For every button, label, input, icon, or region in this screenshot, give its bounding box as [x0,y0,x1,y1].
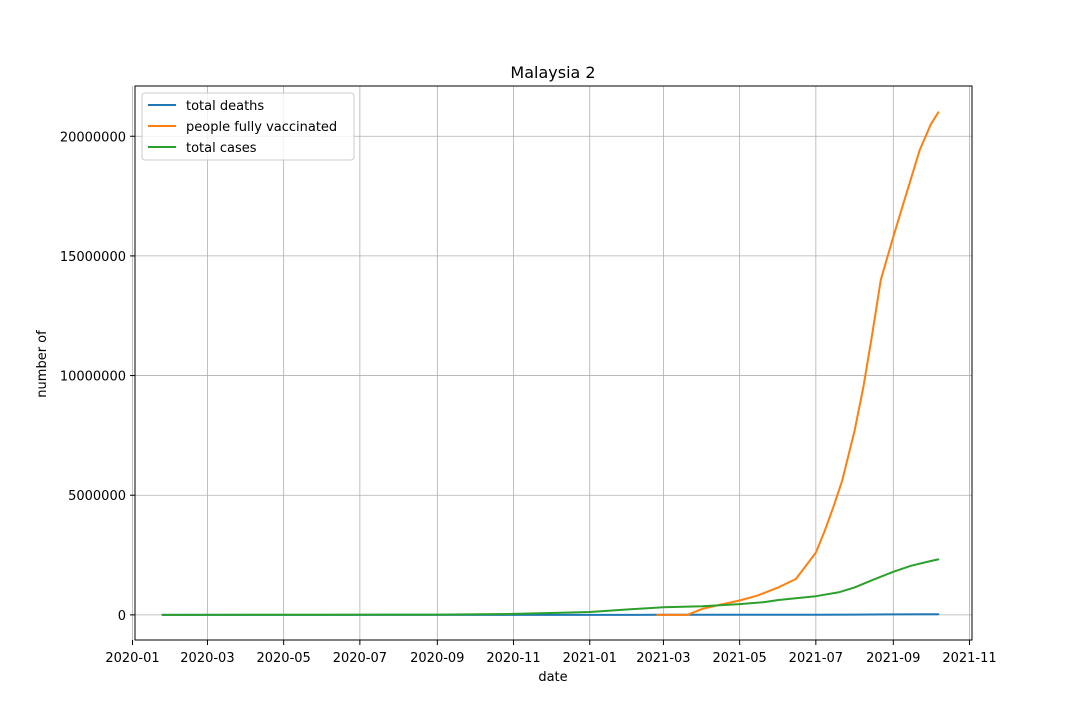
y-tick-label: 15000000 [60,250,126,265]
series-line-1 [656,111,940,616]
x-tick-label: 2021-07 [789,651,843,666]
x-tick-label: 2021-11 [942,651,996,666]
legend-box [141,92,355,161]
series-layer [161,111,940,616]
plot-frame [134,85,973,641]
chart-title: Malaysia 2 [510,63,595,82]
legend-label-0: total deaths [186,99,264,114]
legend-label-2: total cases [186,141,257,156]
x-tick-label: 2020-07 [333,651,387,666]
x-tick-label: 2020-09 [410,651,464,666]
plot-area [135,86,972,640]
x-tick-label: 2020-03 [180,651,234,666]
x-tick-label: 2020-11 [486,651,540,666]
x-tick-label: 2020-05 [256,651,310,666]
x-tick-label: 2021-05 [712,651,766,666]
x-tick-label: 2021-01 [563,651,617,666]
x-tick-label: 2021-03 [636,651,690,666]
y-axis-ticks: 0 5000000 10000000 15000000 20000000 [60,130,135,624]
x-tick-label: 2020-01 [105,651,159,666]
y-tick-label: 10000000 [60,370,126,385]
x-tick-label: 2021-09 [866,651,920,666]
x-axis-ticks: 2020-01 2020-03 2020-05 2020-07 2020-09 2020-… [105,640,997,666]
y-tick-label: 5000000 [68,489,126,504]
y-tick-label: 0 [118,609,126,624]
legend-label-1: people fully vaccinated [186,120,337,135]
grid-lines [132,86,972,640]
y-axis-label: number of [35,330,50,398]
legend: total deaths people fully vaccinated total… [141,92,355,161]
x-axis-label: date [538,670,567,685]
series-line-2 [161,558,940,616]
y-tick-label: 20000000 [60,130,126,145]
